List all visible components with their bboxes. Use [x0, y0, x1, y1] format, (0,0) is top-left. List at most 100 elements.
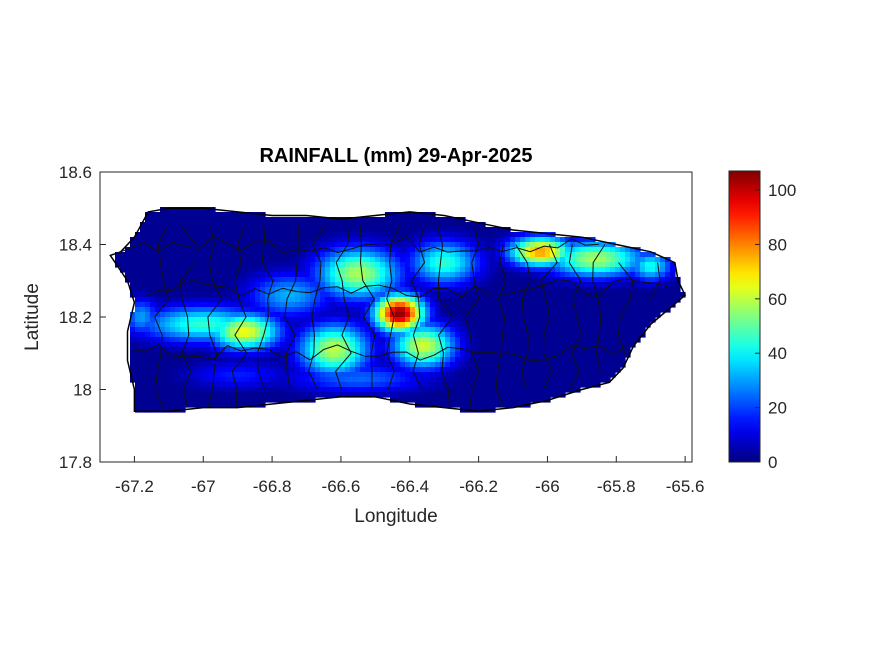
rainfall-cell	[295, 397, 301, 403]
rainfall-cell	[250, 382, 256, 388]
rainfall-cell	[185, 297, 191, 303]
rainfall-cell	[585, 237, 591, 243]
rainfall-cell	[160, 312, 166, 318]
rainfall-cell	[375, 387, 381, 393]
rainfall-cell	[240, 347, 246, 353]
rainfall-cell	[295, 387, 301, 393]
rainfall-cell	[485, 267, 491, 273]
rainfall-cell	[450, 342, 456, 348]
rainfall-cell	[530, 262, 536, 268]
rainfall-cell	[225, 387, 231, 393]
rainfall-cell	[300, 387, 306, 393]
rainfall-cell	[255, 397, 261, 403]
rainfall-cell	[380, 267, 386, 273]
rainfall-cell	[505, 232, 511, 238]
rainfall-cell	[465, 377, 471, 383]
rainfall-cell	[245, 277, 251, 283]
rainfall-cell	[435, 227, 441, 233]
rainfall-cell	[410, 367, 416, 373]
rainfall-cell	[280, 297, 286, 303]
rainfall-cell	[290, 357, 296, 363]
rainfall-cell	[645, 287, 651, 293]
rainfall-cell	[290, 282, 296, 288]
rainfall-cell	[430, 377, 436, 383]
rainfall-cell	[180, 292, 186, 298]
rainfall-cell	[195, 327, 201, 333]
rainfall-cell	[330, 292, 336, 298]
rainfall-cell	[315, 377, 321, 383]
rainfall-cell	[145, 317, 151, 323]
rainfall-cell	[375, 327, 381, 333]
rainfall-cell	[170, 207, 176, 213]
rainfall-cell	[250, 387, 256, 393]
rainfall-cell	[270, 332, 276, 338]
rainfall-cell	[130, 247, 136, 253]
rainfall-cell	[285, 262, 291, 268]
rainfall-cell	[150, 382, 156, 388]
rainfall-cell	[365, 392, 371, 398]
rainfall-cell	[225, 402, 231, 408]
rainfall-cell	[610, 257, 616, 263]
rainfall-cell	[505, 387, 511, 393]
rainfall-cell	[250, 357, 256, 363]
rainfall-cell	[620, 307, 626, 313]
rainfall-cell	[460, 352, 466, 358]
rainfall-cell	[585, 297, 591, 303]
rainfall-cell	[505, 282, 511, 288]
rainfall-cell	[335, 222, 341, 228]
rainfall-cell	[225, 397, 231, 403]
rainfall-cell	[560, 387, 566, 393]
rainfall-cell	[245, 242, 251, 248]
municipality-border	[117, 235, 600, 254]
rainfall-cell	[230, 297, 236, 303]
rainfall-cell	[590, 292, 596, 298]
rainfall-cell	[330, 377, 336, 383]
rainfall-cell	[520, 397, 526, 403]
rainfall-cell	[495, 317, 501, 323]
rainfall-cell	[400, 257, 406, 263]
rainfall-cell	[190, 357, 196, 363]
rainfall-cell	[585, 287, 591, 293]
rainfall-cell	[135, 347, 141, 353]
rainfall-cell	[340, 352, 346, 358]
rainfall-cell	[210, 372, 216, 378]
rainfall-cell	[460, 397, 466, 403]
rainfall-cell	[215, 212, 221, 218]
rainfall-cell	[220, 402, 226, 408]
rainfall-cell	[220, 252, 226, 258]
rainfall-cell	[540, 362, 546, 368]
rainfall-cell	[460, 297, 466, 303]
rainfall-cell	[620, 287, 626, 293]
rainfall-cell	[320, 222, 326, 228]
rainfall-cell	[610, 337, 616, 343]
rainfall-cell	[150, 247, 156, 253]
rainfall-cell	[140, 267, 146, 273]
rainfall-cell	[320, 337, 326, 343]
rainfall-cell	[555, 362, 561, 368]
rainfall-cell	[220, 327, 226, 333]
rainfall-cell	[485, 282, 491, 288]
rainfall-cell	[350, 262, 356, 268]
rainfall-cell	[190, 337, 196, 343]
rainfall-cell	[480, 377, 486, 383]
rainfall-cell	[325, 382, 331, 388]
rainfall-cell	[160, 302, 166, 308]
rainfall-cell	[225, 272, 231, 278]
rainfall-cell	[170, 237, 176, 243]
rainfall-cell	[665, 282, 671, 288]
rainfall-cell	[470, 232, 476, 238]
rainfall-cell	[150, 272, 156, 278]
rainfall-cell	[430, 222, 436, 228]
rainfall-cell	[300, 337, 306, 343]
rainfall-cell	[525, 277, 531, 283]
rainfall-cell	[225, 232, 231, 238]
rainfall-cell	[545, 272, 551, 278]
rainfall-cell	[135, 252, 141, 258]
rainfall-cell	[340, 277, 346, 283]
rainfall-cell	[455, 317, 461, 323]
rainfall-cell	[535, 282, 541, 288]
rainfall-cell	[250, 332, 256, 338]
rainfall-cell	[245, 247, 251, 253]
rainfall-cell	[160, 297, 166, 303]
rainfall-cell	[290, 382, 296, 388]
